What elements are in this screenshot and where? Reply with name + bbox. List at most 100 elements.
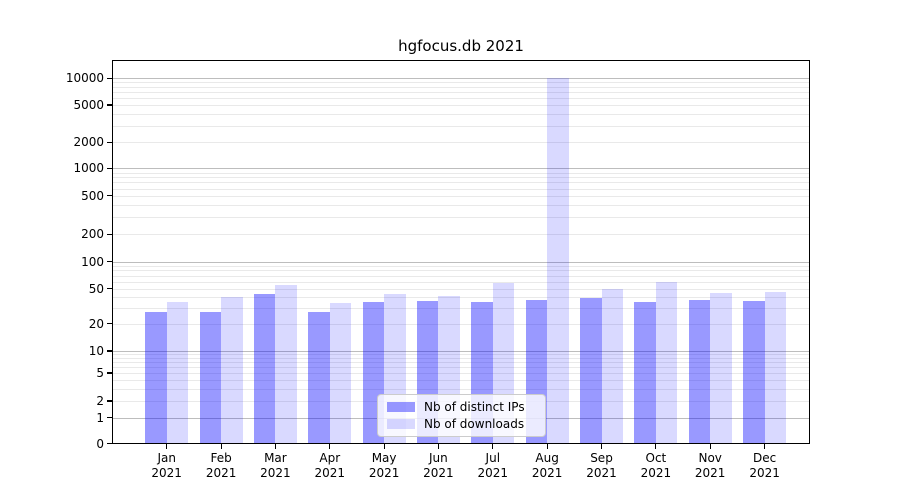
y-tick-label: 20 <box>88 316 104 331</box>
minor-gridline <box>112 379 810 381</box>
minor-gridline <box>112 114 810 116</box>
minor-gridline <box>112 205 810 207</box>
minor-gridline <box>112 217 810 219</box>
x-tick-label: Dec 2021 <box>749 451 780 480</box>
y-tick-mark <box>106 167 112 169</box>
minor-gridline <box>112 86 810 88</box>
minor-gridline <box>112 362 810 364</box>
minor-gridline <box>112 92 810 93</box>
legend: Nb of distinct IPs Nb of downloads <box>377 394 546 437</box>
major-gridline <box>112 261 810 263</box>
y-tick-mark <box>106 442 112 445</box>
y-tick-label: 2 <box>96 394 104 408</box>
x-tick-mark <box>383 444 385 449</box>
minor-gridline <box>112 142 810 144</box>
x-tick-label: Sep 2021 <box>586 451 617 480</box>
y-tick-mark <box>106 417 112 419</box>
minor-gridline <box>112 281 810 283</box>
major-gridline <box>112 351 810 352</box>
bar-distinct-ips <box>199 312 222 444</box>
x-tick-label: Jul 2021 <box>477 451 509 480</box>
minor-gridline <box>112 98 810 99</box>
x-tick-mark <box>600 444 603 449</box>
x-tick-mark <box>709 444 711 449</box>
y-tick-label: 1 <box>96 410 104 425</box>
minor-gridline <box>112 188 810 190</box>
bar-downloads <box>275 284 297 444</box>
minor-gridline <box>112 297 810 299</box>
minor-gridline <box>112 388 810 390</box>
y-tick-label: 1000 <box>73 161 104 176</box>
legend-item-downloads: Nb of downloads <box>387 417 536 431</box>
x-tick-mark <box>274 444 276 449</box>
bar-distinct-ips <box>743 301 765 444</box>
minor-gridline <box>112 82 810 84</box>
y-tick-label: 5 <box>96 366 104 380</box>
y-tick-mark <box>106 400 112 402</box>
bar-downloads <box>601 289 623 444</box>
x-tick-mark <box>166 444 168 449</box>
x-tick-label: May 2021 <box>368 451 400 480</box>
minor-gridline <box>112 367 810 369</box>
minor-gridline <box>112 172 810 174</box>
y-tick-label: 2000 <box>73 135 104 150</box>
x-tick-mark <box>492 444 494 449</box>
minor-gridline <box>112 358 810 360</box>
y-tick-mark <box>106 195 112 197</box>
x-tick-label: Jun 2021 <box>423 451 454 480</box>
bar-distinct-ips <box>253 294 276 444</box>
y-tick-mark <box>106 77 112 79</box>
bar-distinct-ips <box>580 298 602 444</box>
legend-label-downloads: Nb of downloads <box>424 417 525 431</box>
x-tick-mark <box>655 444 657 449</box>
y-tick-label: 200 <box>81 227 104 242</box>
minor-gridline <box>112 373 810 374</box>
legend-label-distinct-ips: Nb of distinct IPs <box>424 400 525 414</box>
major-gridline <box>112 78 810 80</box>
x-tick-mark <box>437 444 439 449</box>
y-tick-label: 5000 <box>73 98 104 112</box>
x-tick-mark <box>764 444 766 449</box>
minor-gridline <box>112 125 810 127</box>
bar-downloads <box>221 297 243 444</box>
minor-gridline <box>112 354 810 356</box>
minor-gridline <box>112 105 810 106</box>
x-tick-label: Mar 2021 <box>260 451 291 480</box>
y-tick-label: 500 <box>81 188 104 203</box>
y-tick-mark <box>106 350 112 352</box>
bar-downloads <box>547 78 569 444</box>
y-tick-label: 10000 <box>65 71 104 86</box>
y-tick-mark <box>106 372 112 374</box>
y-tick-mark <box>106 233 112 235</box>
bar-distinct-ips <box>688 300 711 444</box>
minor-gridline <box>112 177 810 179</box>
legend-swatch-distinct-ips <box>387 402 415 412</box>
bar-distinct-ips <box>634 302 656 444</box>
minor-gridline <box>112 265 810 267</box>
y-tick-label: 0 <box>96 436 104 451</box>
minor-gridline <box>112 275 810 277</box>
major-gridline <box>112 168 810 170</box>
bar-downloads <box>166 302 189 444</box>
bar-distinct-ips <box>308 312 330 444</box>
x-tick-mark <box>546 444 548 449</box>
y-tick-mark <box>106 261 112 263</box>
bar-downloads <box>329 303 352 444</box>
x-tick-label: Oct 2021 <box>640 451 672 480</box>
x-tick-mark <box>220 444 222 449</box>
legend-swatch-downloads <box>387 419 415 429</box>
x-tick-label: Apr 2021 <box>314 451 346 480</box>
minor-gridline <box>112 323 810 325</box>
minor-gridline <box>112 234 810 236</box>
x-tick-label: Feb 2021 <box>205 451 237 480</box>
x-tick-label: Aug 2021 <box>531 451 563 480</box>
y-tick-mark <box>106 287 112 290</box>
bar-downloads <box>655 282 678 444</box>
x-tick-label: Jan 2021 <box>151 451 182 480</box>
minor-gridline <box>112 270 810 272</box>
minor-gridline <box>112 195 810 197</box>
bar-downloads <box>764 291 787 444</box>
minor-gridline <box>112 288 810 290</box>
plot-area: Nb of distinct IPs Nb of downloads <box>112 60 810 444</box>
